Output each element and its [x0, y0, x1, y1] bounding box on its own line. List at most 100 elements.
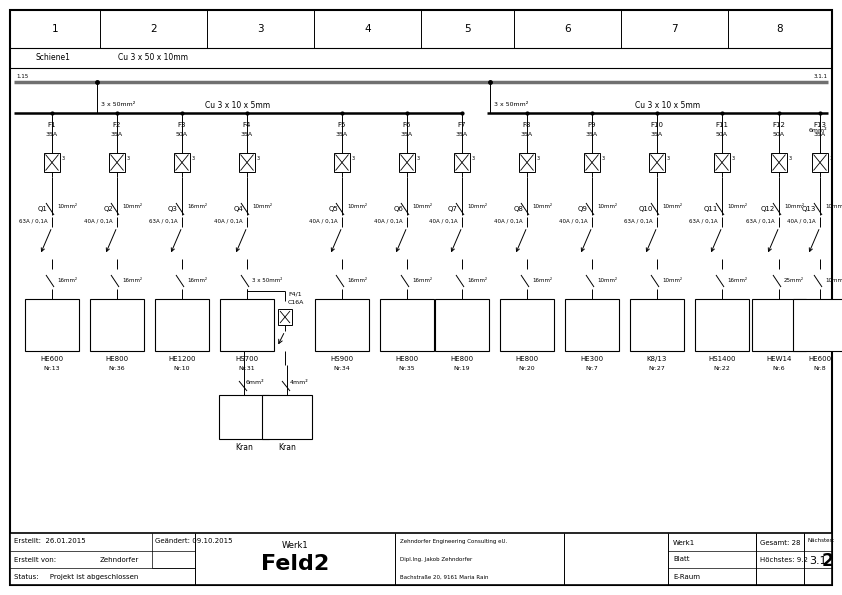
Text: Q8: Q8: [513, 206, 523, 212]
Text: Cu 3 x 10 x 5mm: Cu 3 x 10 x 5mm: [205, 102, 270, 111]
Text: 10mm²: 10mm²: [122, 205, 142, 209]
Bar: [109, 153, 125, 172]
Text: 3: 3: [257, 155, 260, 161]
Text: Q7: Q7: [448, 206, 458, 212]
Text: Q13: Q13: [802, 206, 816, 212]
Text: Feld2: Feld2: [261, 554, 329, 574]
Bar: [90, 299, 144, 351]
Text: HS700: HS700: [236, 356, 258, 362]
Bar: [44, 153, 60, 172]
Text: 16mm²: 16mm²: [412, 278, 432, 283]
Text: Dipl.Ing. Jakob Zehndorfer: Dipl.Ing. Jakob Zehndorfer: [400, 556, 472, 562]
Text: Nr.35: Nr.35: [399, 365, 415, 371]
Text: 3: 3: [352, 155, 355, 161]
Text: Q11: Q11: [704, 206, 718, 212]
Bar: [695, 299, 749, 351]
Text: 6mm²: 6mm²: [808, 129, 827, 133]
Text: 16mm²: 16mm²: [347, 278, 367, 283]
Text: Gesamt: 28: Gesamt: 28: [760, 540, 801, 546]
Text: 35A: 35A: [46, 133, 58, 137]
Text: F2: F2: [113, 122, 121, 128]
Text: 6: 6: [564, 24, 571, 34]
Text: Q5: Q5: [328, 206, 338, 212]
Text: 35A: 35A: [814, 133, 826, 137]
Bar: [519, 153, 535, 172]
Text: Nr.13: Nr.13: [44, 365, 61, 371]
Bar: [771, 153, 787, 172]
Text: 3 x 50mm²: 3 x 50mm²: [494, 102, 528, 108]
Text: HS900: HS900: [330, 356, 354, 362]
Text: Q10: Q10: [638, 206, 653, 212]
Text: 40A / 0,1A: 40A / 0,1A: [494, 218, 523, 224]
Text: Schiene1: Schiene1: [36, 54, 71, 62]
Text: 3: 3: [417, 155, 420, 161]
Text: F4/1: F4/1: [288, 292, 301, 296]
Bar: [565, 299, 619, 351]
Text: HE600: HE600: [808, 356, 832, 362]
Text: 10mm²: 10mm²: [252, 205, 272, 209]
Text: 40A / 0,1A: 40A / 0,1A: [429, 218, 458, 224]
Text: 6mm²: 6mm²: [246, 380, 264, 386]
Text: 16mm²: 16mm²: [187, 205, 207, 209]
Text: F7: F7: [458, 122, 466, 128]
Text: 3: 3: [732, 155, 735, 161]
Text: 10mm²: 10mm²: [57, 205, 77, 209]
Bar: [155, 299, 209, 351]
Text: 35A: 35A: [336, 133, 348, 137]
Text: 63A / 0,1A: 63A / 0,1A: [19, 218, 48, 224]
Text: 16mm²: 16mm²: [467, 278, 488, 283]
Text: Erstellt von:: Erstellt von:: [14, 558, 56, 563]
Bar: [220, 299, 274, 351]
Text: 25mm²: 25mm²: [784, 278, 804, 283]
Text: HS1400: HS1400: [708, 356, 736, 362]
Text: Nr.36: Nr.36: [109, 365, 125, 371]
Text: 3: 3: [537, 155, 540, 161]
Bar: [174, 153, 190, 172]
Bar: [630, 299, 684, 351]
Text: HE300: HE300: [580, 356, 604, 362]
Text: Werk1: Werk1: [282, 541, 308, 550]
Text: HE600: HE600: [40, 356, 63, 362]
Text: Zehndorfer: Zehndorfer: [100, 558, 139, 563]
Text: 3: 3: [602, 155, 605, 161]
Text: 35A: 35A: [401, 133, 413, 137]
Text: C16A: C16A: [288, 300, 304, 305]
Text: 40A / 0,1A: 40A / 0,1A: [215, 218, 243, 224]
Text: Kran: Kran: [278, 443, 296, 453]
Text: 16mm²: 16mm²: [187, 278, 207, 283]
Text: HEW14: HEW14: [766, 356, 791, 362]
Text: 10mm²: 10mm²: [825, 205, 842, 209]
Text: 3: 3: [667, 155, 670, 161]
Text: HE800: HE800: [450, 356, 473, 362]
Text: 16mm²: 16mm²: [532, 278, 552, 283]
Bar: [399, 153, 415, 172]
Text: 35A: 35A: [521, 133, 533, 137]
Text: 63A / 0,1A: 63A / 0,1A: [690, 218, 718, 224]
Text: 10mm²: 10mm²: [727, 205, 747, 209]
Text: F6: F6: [402, 122, 411, 128]
Text: 3: 3: [830, 155, 833, 161]
Text: 10mm²: 10mm²: [467, 205, 488, 209]
Text: 10mm²: 10mm²: [662, 278, 682, 283]
Text: Zehndorfer Engineering Consulting eU.: Zehndorfer Engineering Consulting eU.: [400, 540, 507, 544]
Text: Cu 3 x 50 x 10mm: Cu 3 x 50 x 10mm: [118, 54, 188, 62]
Text: Nr.10: Nr.10: [173, 365, 190, 371]
Text: 16mm²: 16mm²: [57, 278, 77, 283]
Text: 3: 3: [789, 155, 792, 161]
Text: Nr.20: Nr.20: [519, 365, 536, 371]
Bar: [435, 299, 489, 351]
Text: Nr.22: Nr.22: [714, 365, 730, 371]
Text: 1.15: 1.15: [16, 74, 29, 80]
Text: F5: F5: [338, 122, 346, 128]
Text: Nächstes:: Nächstes:: [808, 538, 835, 543]
Text: Cu 3 x 10 x 5mm: Cu 3 x 10 x 5mm: [636, 102, 701, 111]
Text: 35A: 35A: [651, 133, 663, 137]
Text: 10mm²: 10mm²: [597, 205, 617, 209]
Bar: [714, 153, 730, 172]
Text: Q2: Q2: [104, 206, 113, 212]
Text: Kran: Kran: [235, 443, 253, 453]
Text: E-Raum: E-Raum: [673, 574, 700, 580]
Text: Q4: Q4: [233, 206, 243, 212]
Bar: [219, 395, 269, 439]
Text: Q12: Q12: [761, 206, 775, 212]
